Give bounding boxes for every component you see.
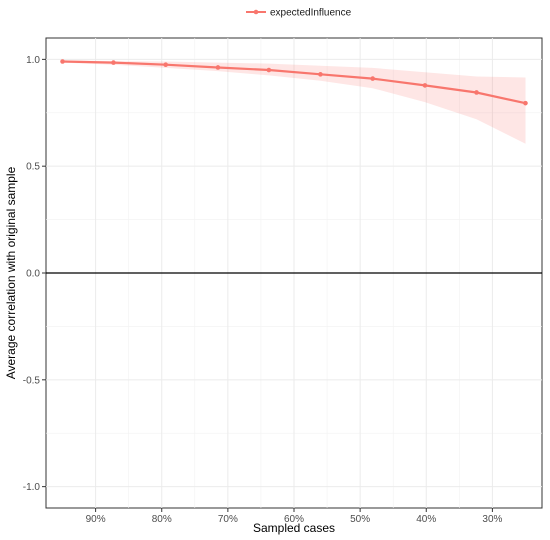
confidence-band	[62, 60, 526, 144]
series-line-layer	[62, 60, 526, 105]
legend-entry-label: expectedInfluence	[270, 8, 352, 19]
y-tick-label: 1.0	[26, 55, 40, 66]
data-point	[266, 67, 272, 73]
data-point	[163, 62, 169, 68]
y-tick-label: 0.0	[26, 269, 40, 280]
x-axis-title: Sampled cases	[253, 521, 335, 535]
x-tick-label: 80%	[152, 514, 172, 525]
data-point	[60, 59, 65, 64]
x-tick-label: 40%	[416, 514, 436, 525]
data-point	[111, 60, 116, 65]
y-tick-label: -1.0	[23, 482, 41, 493]
y-tick-label: 0.5	[26, 162, 40, 173]
data-point	[474, 90, 479, 95]
x-tick-label: 30%	[482, 514, 502, 525]
x-tick-label: 60%	[284, 514, 304, 525]
data-point	[215, 65, 221, 70]
y-tick-label: -0.5	[23, 375, 41, 386]
confidence-band-layer	[62, 60, 526, 144]
data-point	[523, 100, 528, 106]
data-point	[370, 76, 375, 81]
y-axis-title: Average correlation with original sample	[4, 166, 18, 379]
x-axis-ticks: 90% 80% 70% 60% 50% 40% 30%	[86, 508, 503, 525]
data-point	[318, 72, 323, 77]
x-tick-label: 50%	[350, 514, 370, 525]
data-point	[422, 83, 428, 88]
x-tick-label: 70%	[218, 514, 238, 525]
series-point-layer	[60, 59, 528, 106]
legend: expectedInfluence	[246, 8, 352, 19]
y-axis-ticks: 1.0 0.5 0.0 -0.5 -1.0	[23, 55, 46, 493]
x-tick-label: 90%	[86, 514, 106, 525]
series-line	[62, 60, 526, 105]
legend-key-point	[253, 9, 259, 15]
